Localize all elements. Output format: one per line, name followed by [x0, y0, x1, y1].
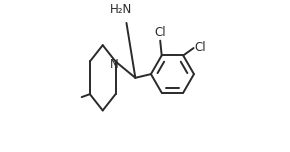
Text: N: N: [110, 58, 119, 71]
Text: H₂N: H₂N: [109, 2, 132, 16]
Text: Cl: Cl: [194, 41, 206, 54]
Text: Cl: Cl: [154, 26, 166, 39]
